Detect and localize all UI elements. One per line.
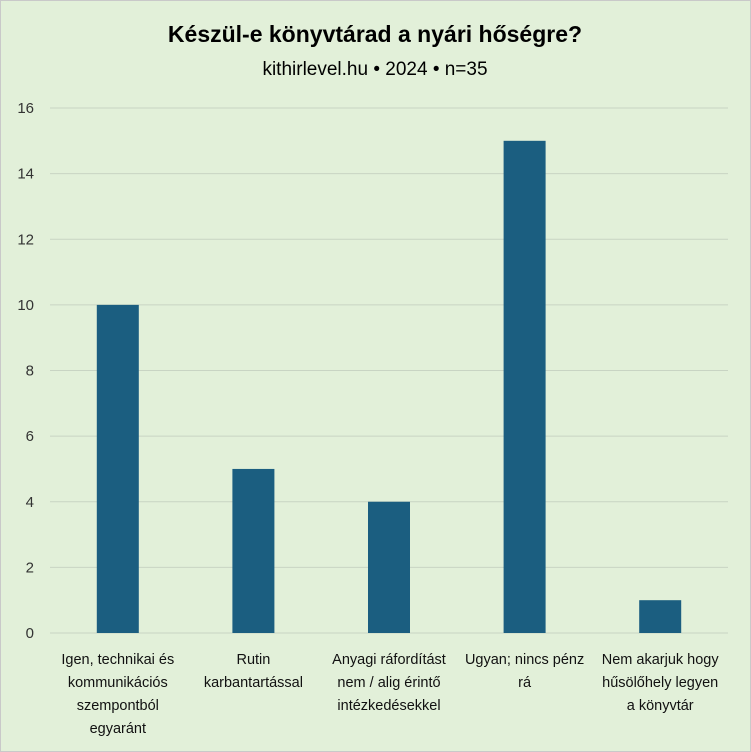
y-tick-label: 8: [26, 363, 34, 380]
y-tick-label: 14: [17, 166, 34, 183]
y-gridlines: [50, 107, 728, 634]
x-tick-label-line: karbantartással: [204, 675, 303, 691]
x-tick-label-line: Ugyan; nincs pénz: [465, 652, 584, 668]
bar: [96, 304, 139, 633]
x-tick-label: Nem akarjuk hogy hűsölőhely legyen a könyv…: [602, 652, 720, 714]
chart-subtitle: kithirlevel.hu • 2024 • n=35: [262, 59, 487, 80]
y-axis-ticks: 0 2 4 6 8 10 12 14 16: [17, 100, 34, 642]
y-tick-label: 0: [26, 625, 34, 642]
y-tick-label: 12: [17, 231, 34, 248]
x-tick-label-line: kommunikációs: [68, 675, 168, 691]
x-tick-label-line: rá: [518, 675, 532, 691]
y-tick-label: 6: [26, 428, 34, 445]
x-tick-label-line: a könyvtár: [627, 698, 694, 714]
x-tick-label-line: Rutin: [236, 652, 270, 668]
bar: [639, 600, 682, 633]
x-tick-label-line: Igen, technikai és: [61, 652, 174, 668]
bar: [503, 140, 546, 633]
x-tick-label-line: hűsölőhely legyen: [602, 675, 718, 691]
chart-title: Készül-e könyvtárad a nyári hőségre?: [168, 21, 582, 47]
bars: [96, 140, 682, 633]
y-tick-label: 10: [17, 297, 34, 314]
x-tick-label-line: Anyagi ráfordítást: [332, 652, 446, 668]
bar: [368, 501, 410, 633]
x-tick-label-line: intézkedésekkel: [337, 698, 440, 714]
y-tick-label: 16: [17, 100, 34, 117]
x-axis-labels: Igen, technikai és kommunikációs szempontb…: [61, 652, 719, 737]
x-tick-label: Ugyan; nincs pénz rá: [465, 652, 584, 691]
x-tick-label: Rutin karbantartással: [204, 652, 303, 691]
x-tick-label: Anyagi ráfordítást nem / alig érintő intéz…: [332, 652, 446, 714]
x-tick-label-line: egyaránt: [90, 721, 146, 737]
x-tick-label-line: Nem akarjuk hogy: [602, 652, 720, 668]
x-tick-label-line: nem / alig érintő: [337, 675, 440, 691]
bar: [232, 468, 275, 633]
x-tick-label-line: szempontból: [77, 698, 159, 714]
x-tick-label: Igen, technikai és kommunikációs szempontb…: [61, 652, 174, 737]
y-tick-label: 4: [26, 494, 34, 511]
y-tick-label: 2: [26, 559, 34, 576]
